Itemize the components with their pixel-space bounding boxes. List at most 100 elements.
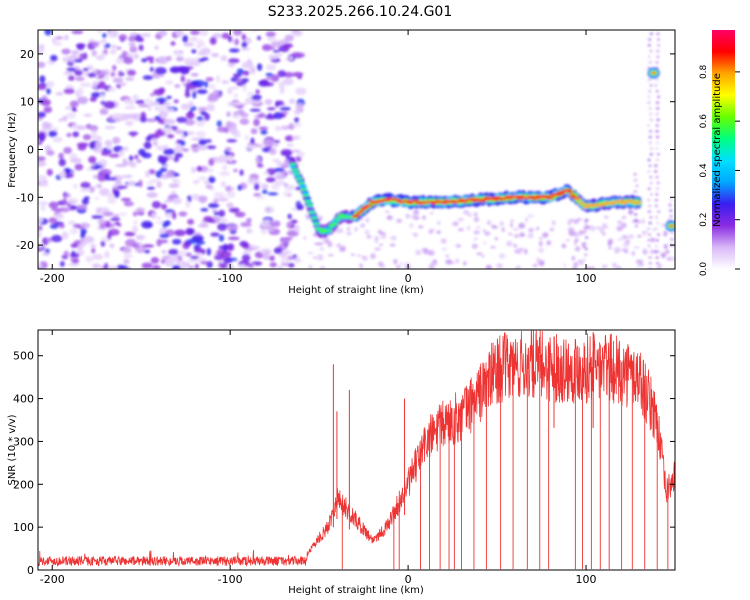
snr-axes: -200 -100 0 100 0 100 200 300 400 500: [13, 330, 675, 586]
noise-blob: [82, 52, 88, 60]
noise-blob: [104, 125, 116, 130]
noise-blob: [69, 100, 79, 108]
noise-blob: [428, 250, 435, 256]
noise-blob: [655, 147, 659, 150]
ridge-mark: [366, 204, 373, 207]
noise-blob: [39, 134, 45, 143]
noise-blob: [294, 256, 301, 264]
noise-blob: [418, 225, 424, 229]
noise-blob: [205, 77, 214, 82]
noise-blob: [260, 129, 268, 135]
noise-blob: [44, 30, 52, 36]
noise-blob: [647, 210, 651, 213]
ridge-mark: [650, 71, 657, 75]
noise-blob: [603, 215, 609, 219]
ridge-mark: [357, 210, 365, 214]
noise-blob: [655, 124, 659, 127]
noise-blob: [651, 228, 656, 231]
noise-blob: [463, 210, 469, 215]
ridge-mark: [293, 172, 301, 175]
noise-blob: [221, 32, 230, 39]
noise-blob: [41, 121, 50, 130]
noise-blob: [246, 218, 252, 223]
noise-blob: [410, 215, 416, 219]
noise-blob: [91, 215, 104, 219]
ridge-mark: [579, 202, 587, 205]
noise-blob: [535, 257, 541, 264]
noise-blob: [152, 264, 161, 269]
noise-blob: [71, 107, 76, 112]
noise-blob: [621, 215, 627, 219]
noise-blob: [528, 227, 535, 232]
noise-blob: [262, 138, 274, 147]
noise-blob: [99, 223, 106, 229]
noise-blob: [582, 258, 586, 262]
noise-blob: [654, 164, 658, 167]
ridge-mark: [413, 199, 420, 203]
noise-blob: [51, 208, 63, 212]
noise-blob: [141, 58, 148, 63]
noise-blob: [494, 236, 498, 241]
noise-blob: [154, 67, 167, 75]
noise-blob: [185, 87, 190, 93]
noise-blob: [303, 236, 307, 240]
noise-blob: [663, 244, 668, 250]
noise-blob: [633, 173, 637, 176]
noise-blob: [217, 197, 229, 202]
noise-blob: [663, 230, 668, 237]
noise-blob: [628, 234, 634, 239]
noise-blob: [142, 75, 154, 81]
noise-blob: [159, 155, 169, 162]
noise-blob: [70, 205, 78, 210]
noise-blob: [617, 220, 623, 225]
noise-blob: [272, 220, 281, 228]
noise-blob: [220, 251, 232, 258]
noise-blob: [161, 127, 173, 133]
noise-blob: [241, 41, 248, 48]
noise-blob: [90, 41, 100, 48]
noise-blob: [74, 76, 85, 82]
noise-blob: [634, 219, 638, 222]
noise-blob: [217, 154, 229, 163]
noise-blob: [220, 181, 226, 188]
noise-blob: [294, 224, 301, 233]
noise-blob: [421, 248, 429, 252]
noise-blob: [228, 207, 240, 213]
noise-blob: [574, 231, 578, 236]
noise-blob: [40, 205, 46, 212]
noise-blob: [38, 44, 45, 52]
noise-blob: [279, 106, 291, 111]
ridge-mark: [441, 201, 448, 205]
noise-blob: [199, 30, 209, 37]
noise-blob: [656, 221, 660, 225]
noise-blob: [145, 118, 157, 123]
noise-blob: [647, 170, 651, 173]
noise-blob: [189, 36, 198, 42]
noise-blob: [75, 66, 80, 71]
noise-blob: [126, 161, 135, 166]
noise-blob: [377, 261, 384, 267]
noise-blob: [648, 262, 652, 265]
noise-blob: [146, 186, 156, 190]
noise-blob: [99, 108, 109, 115]
noise-blob: [58, 223, 65, 229]
noise-blob: [241, 33, 247, 41]
noise-blob: [649, 250, 653, 253]
noise-blob: [379, 232, 386, 235]
noise-blob: [649, 112, 653, 116]
noise-blob: [281, 170, 289, 175]
noise-blob: [655, 61, 659, 64]
noise-blob: [58, 158, 66, 167]
noise-blob: [112, 136, 121, 145]
snr-xtick-label: -200: [40, 573, 65, 586]
noise-blob: [99, 93, 105, 99]
noise-blob: [471, 243, 478, 249]
noise-blob: [654, 170, 658, 173]
noise-blob: [115, 180, 122, 184]
noise-blob: [290, 224, 296, 229]
noise-blob: [209, 36, 217, 45]
noise-blob: [670, 232, 674, 235]
noise-blob: [220, 263, 228, 269]
noise-blob: [654, 204, 658, 208]
noise-blob: [123, 258, 130, 265]
